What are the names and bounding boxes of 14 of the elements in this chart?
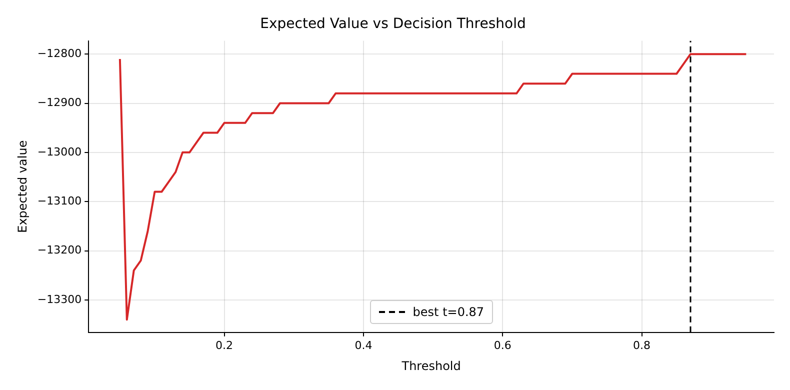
- chart-title: Expected Value vs Decision Threshold: [260, 16, 526, 32]
- y-tick-label: −12800: [37, 46, 82, 60]
- y-axis-title: Expected value: [15, 140, 30, 233]
- x-tick-label: 0.4: [354, 338, 372, 352]
- x-axis-title: Threshold: [400, 358, 461, 373]
- y-tick-label: −13300: [37, 292, 82, 306]
- y-tick-label: −13200: [37, 244, 82, 257]
- y-tick-label: −13000: [37, 145, 82, 158]
- x-tick-label: 0.8: [633, 338, 651, 352]
- y-tick-label: −13100: [37, 194, 82, 208]
- x-tick-label: 0.2: [216, 338, 234, 352]
- ref-line-label: best t=0.87: [412, 305, 484, 320]
- y-tick-label: −12900: [37, 96, 82, 110]
- x-tick-label: 0.6: [494, 338, 512, 352]
